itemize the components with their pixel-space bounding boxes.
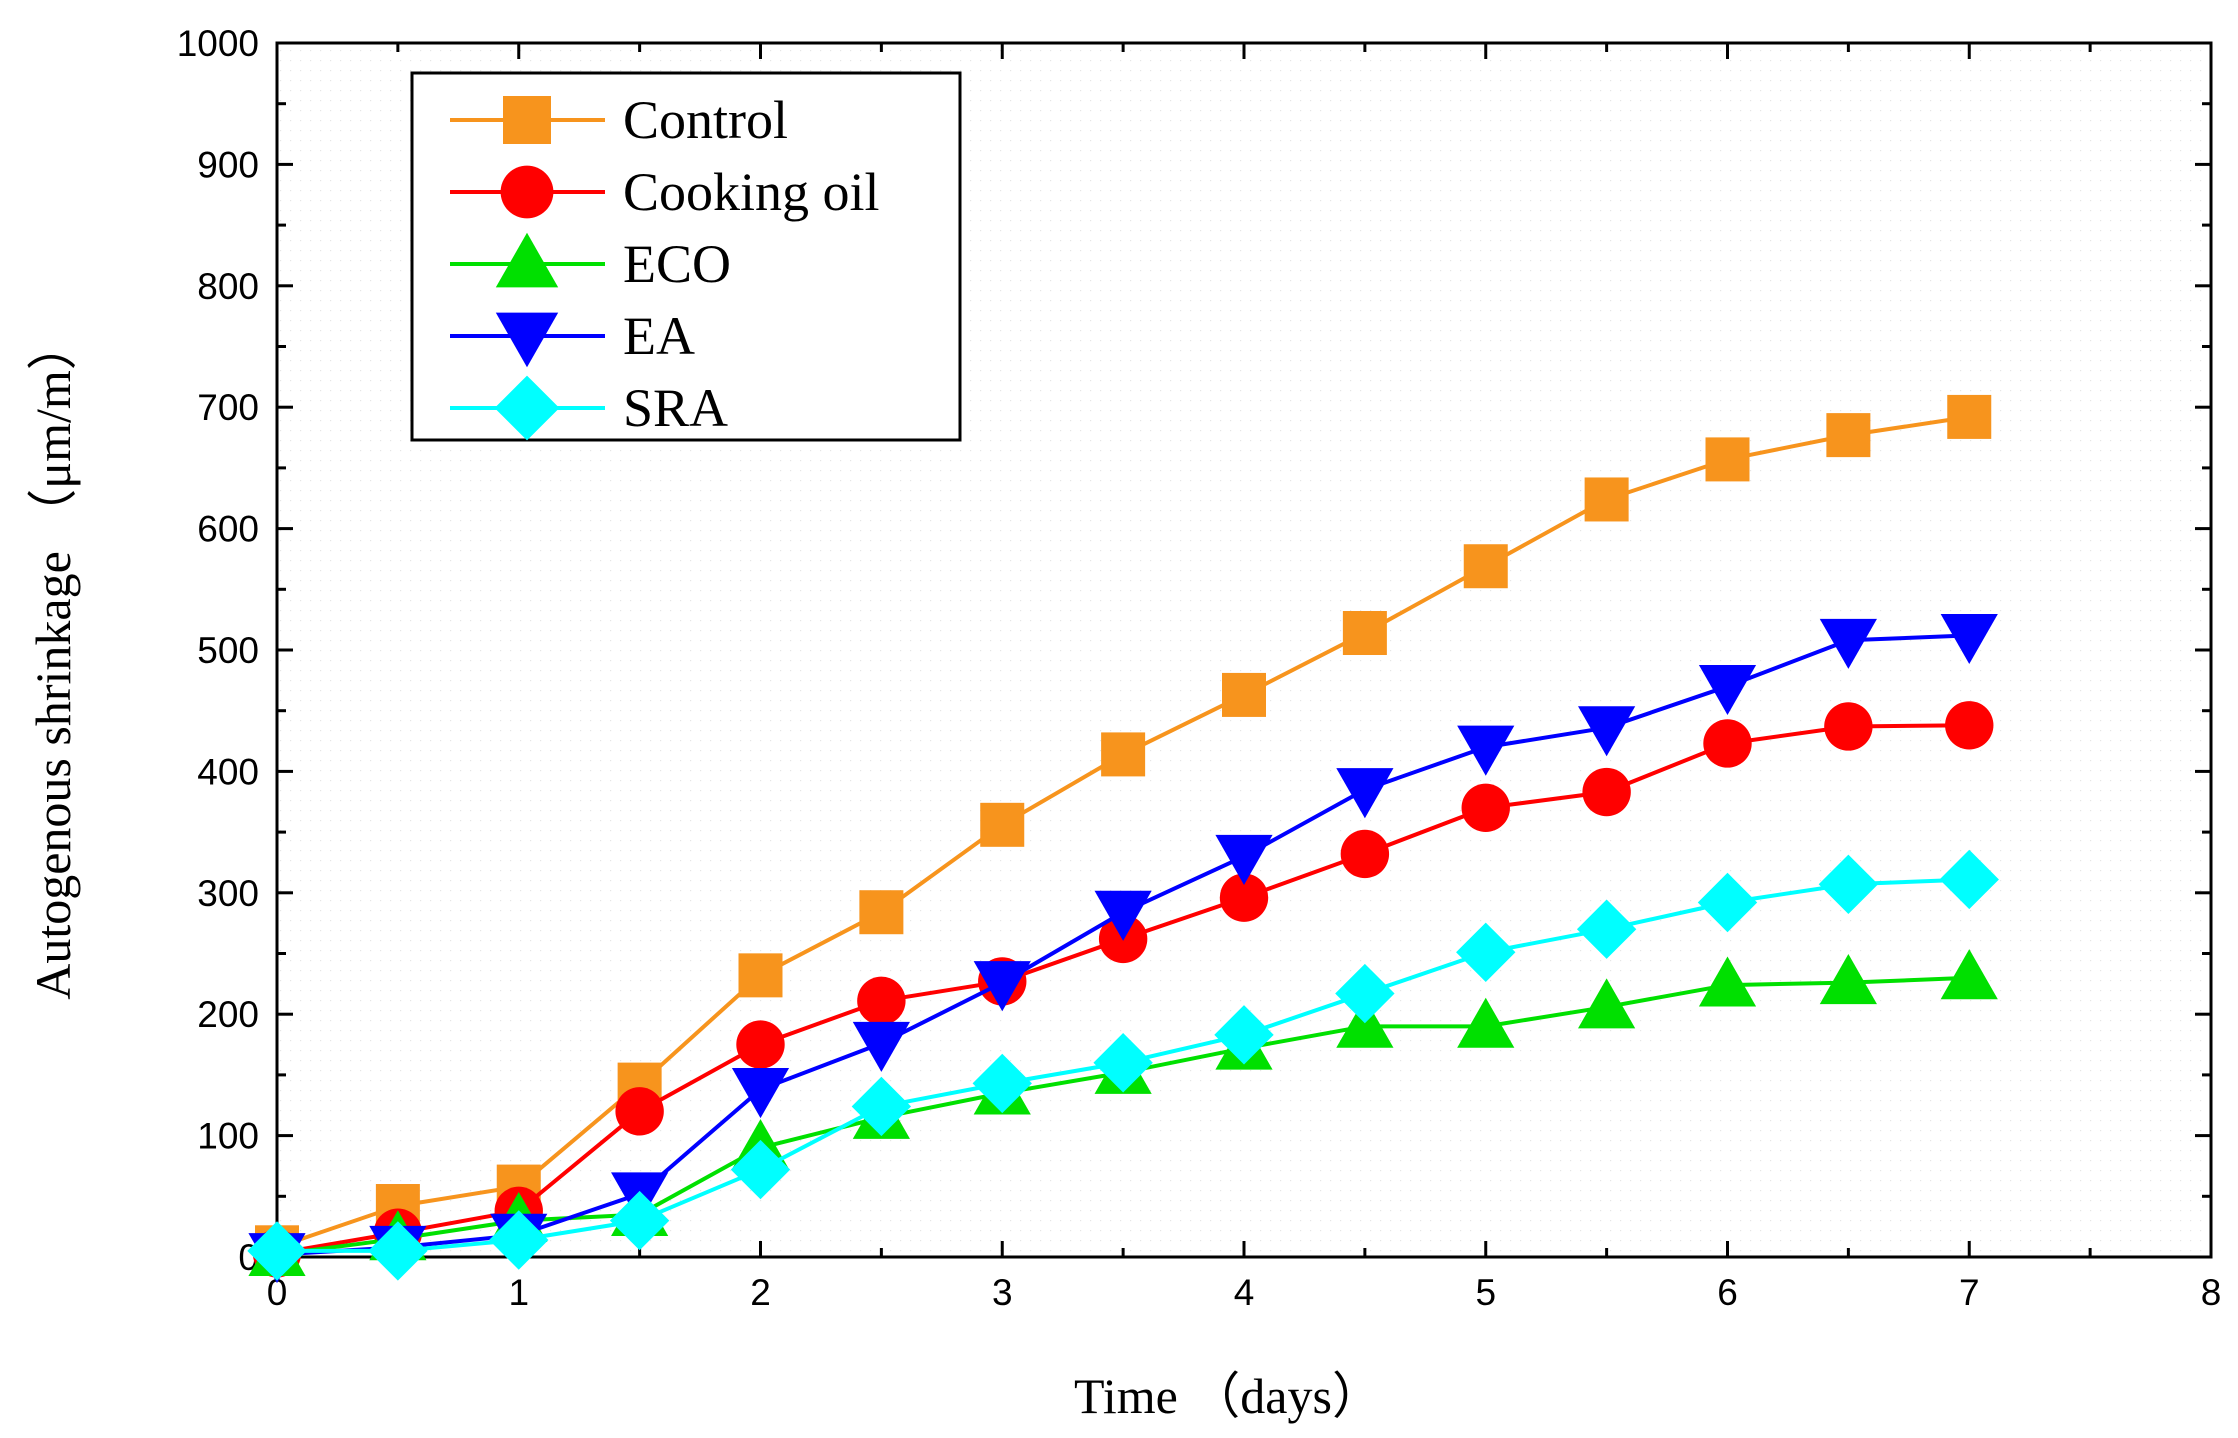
y-tick-label: 500 — [197, 630, 259, 671]
x-tick-label: 8 — [2201, 1272, 2222, 1313]
legend-item: Control — [450, 90, 788, 150]
data-point — [1939, 849, 1999, 910]
data-point — [489, 1210, 549, 1270]
data-point — [1461, 783, 1510, 833]
x-axis-title: Time （days） — [1074, 1368, 1382, 1424]
data-point — [1582, 767, 1631, 817]
data-point — [1703, 719, 1752, 768]
data-point — [1101, 732, 1146, 777]
axes: 0 1 2 3 4 5 6 7 80100200300400500600700800900100… — [177, 23, 2222, 1313]
data-point — [1335, 963, 1395, 1024]
marker-square — [503, 96, 551, 144]
data-point — [1578, 978, 1636, 1029]
data-point — [1215, 834, 1273, 885]
data-point — [730, 1139, 791, 1200]
data-point — [857, 976, 906, 1026]
data-point — [247, 1221, 307, 1281]
data-point — [615, 1087, 664, 1136]
data-point — [736, 1020, 785, 1069]
data-point — [1698, 956, 1757, 1007]
legend-label: ECO — [623, 234, 731, 294]
data-point — [851, 1076, 912, 1137]
series-layer — [247, 394, 1999, 1284]
marker-triangle-up — [495, 232, 559, 288]
data-point — [1584, 477, 1629, 522]
data-point — [1093, 1033, 1153, 1093]
data-point — [609, 1190, 670, 1251]
data-point — [1818, 854, 1879, 915]
data-point — [980, 802, 1025, 847]
data-point — [1219, 873, 1269, 922]
data-point — [1457, 725, 1515, 776]
marker-circle — [500, 165, 554, 219]
y-tick-label: 400 — [197, 751, 259, 792]
data-point — [973, 961, 1031, 1012]
data-point — [1945, 701, 1994, 750]
data-point — [852, 1021, 910, 1072]
data-point — [1819, 954, 1877, 1005]
data-point — [1824, 702, 1873, 751]
legend-item: Cooking oil — [450, 162, 880, 222]
data-point — [738, 953, 783, 998]
data-point — [1947, 394, 1992, 439]
legend: Control Cooking oil ECO EA SRA — [410, 71, 962, 442]
x-tick-label: 4 — [1234, 1272, 1255, 1313]
y-axis-title: Autogenous shrinkage （μm/m） — [25, 320, 81, 1000]
series-sra — [247, 849, 1999, 1281]
data-point — [368, 1221, 428, 1281]
legend-item: EA — [450, 306, 695, 368]
marker-triangle-down — [495, 312, 559, 368]
data-point — [1940, 613, 1998, 665]
data-point — [1094, 890, 1152, 941]
legend-label: EA — [623, 306, 695, 366]
data-point — [1578, 706, 1636, 757]
data-point — [1222, 672, 1266, 717]
axis-titles: Time （days） Autogenous shrinkage （μm/m） — [25, 320, 1382, 1424]
x-tick-label: 6 — [1717, 1272, 1738, 1313]
data-point — [1214, 1005, 1274, 1065]
x-tick-label: 1 — [508, 1272, 529, 1313]
y-tick-label: 100 — [197, 1116, 259, 1157]
x-tick-label: 0 — [267, 1272, 288, 1313]
x-tick-label: 5 — [1475, 1272, 1496, 1313]
data-point — [1697, 872, 1758, 933]
data-point — [1456, 922, 1516, 982]
y-tick-label: 700 — [197, 387, 259, 428]
y-tick-label: 800 — [197, 266, 259, 307]
y-tick-label: 600 — [197, 509, 259, 550]
data-point — [1336, 768, 1394, 819]
legend-item: SRA — [450, 375, 728, 441]
x-tick-label: 3 — [992, 1272, 1013, 1313]
data-point — [859, 890, 904, 935]
data-point — [731, 1068, 790, 1119]
x-tick-label: 2 — [750, 1272, 771, 1313]
data-point — [1340, 829, 1390, 879]
data-point — [1457, 997, 1515, 1048]
legend-label: Control — [623, 90, 788, 150]
legend-label: SRA — [623, 378, 728, 438]
data-point — [1342, 611, 1387, 656]
x-tick-label: 7 — [1959, 1272, 1980, 1313]
data-point — [1819, 618, 1877, 669]
data-point — [1463, 544, 1508, 589]
data-point — [1826, 413, 1871, 458]
y-tick-label: 300 — [197, 873, 259, 914]
data-point — [972, 1053, 1032, 1114]
data-point — [1698, 664, 1757, 716]
legend-item: ECO — [450, 232, 731, 294]
data-point — [1940, 949, 1998, 1000]
marker-diamond — [494, 375, 560, 441]
data-point — [1576, 899, 1637, 959]
y-tick-label: 900 — [197, 144, 259, 185]
data-point — [1705, 437, 1750, 482]
y-tick-label: 1000 — [177, 23, 259, 64]
y-tick-label: 200 — [197, 994, 259, 1035]
legend-label: Cooking oil — [623, 162, 880, 222]
